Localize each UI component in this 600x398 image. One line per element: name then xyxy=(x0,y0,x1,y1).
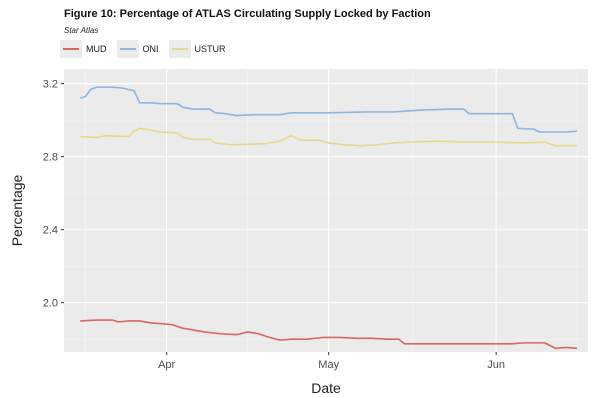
legend-key-ustur xyxy=(168,40,191,58)
y-tick-label: 2.8 xyxy=(43,152,58,164)
legend-label-oni: ONI xyxy=(142,44,159,54)
y-axis-label: Percentage xyxy=(9,174,25,246)
x-axis-label: Date xyxy=(311,380,341,396)
legend-item-mud: MUD xyxy=(60,40,107,58)
x-tick-label: Jun xyxy=(487,359,505,371)
plot-panel xyxy=(64,69,588,352)
series-line-mud xyxy=(80,319,578,350)
legend-item-oni: ONI xyxy=(116,40,159,58)
y-tick-label: 2.0 xyxy=(43,298,58,310)
y-tick-label: 2.4 xyxy=(43,225,58,237)
x-tick-label: Apr xyxy=(158,359,175,371)
y-tick-label: 3.2 xyxy=(43,79,58,91)
legend-key-mud xyxy=(60,40,82,58)
x-tick-label: May xyxy=(318,359,339,371)
legend-key-oni xyxy=(116,40,139,58)
legend-label-ustur: USTUR xyxy=(194,44,226,54)
legend-swatch-ustur xyxy=(171,48,188,50)
series-line-ustur xyxy=(80,127,578,147)
legend: MUD ONI USTUR xyxy=(60,39,236,59)
legend-swatch-oni xyxy=(119,48,136,50)
chart-title: Figure 10: Percentage of ATLAS Circulati… xyxy=(64,8,431,20)
legend-item-ustur: USTUR xyxy=(168,40,226,58)
chart-subtitle: Star Atlas xyxy=(64,26,99,35)
legend-swatch-mud xyxy=(63,48,79,50)
series-line-oni xyxy=(79,86,578,133)
legend-label-mud: MUD xyxy=(86,44,107,54)
